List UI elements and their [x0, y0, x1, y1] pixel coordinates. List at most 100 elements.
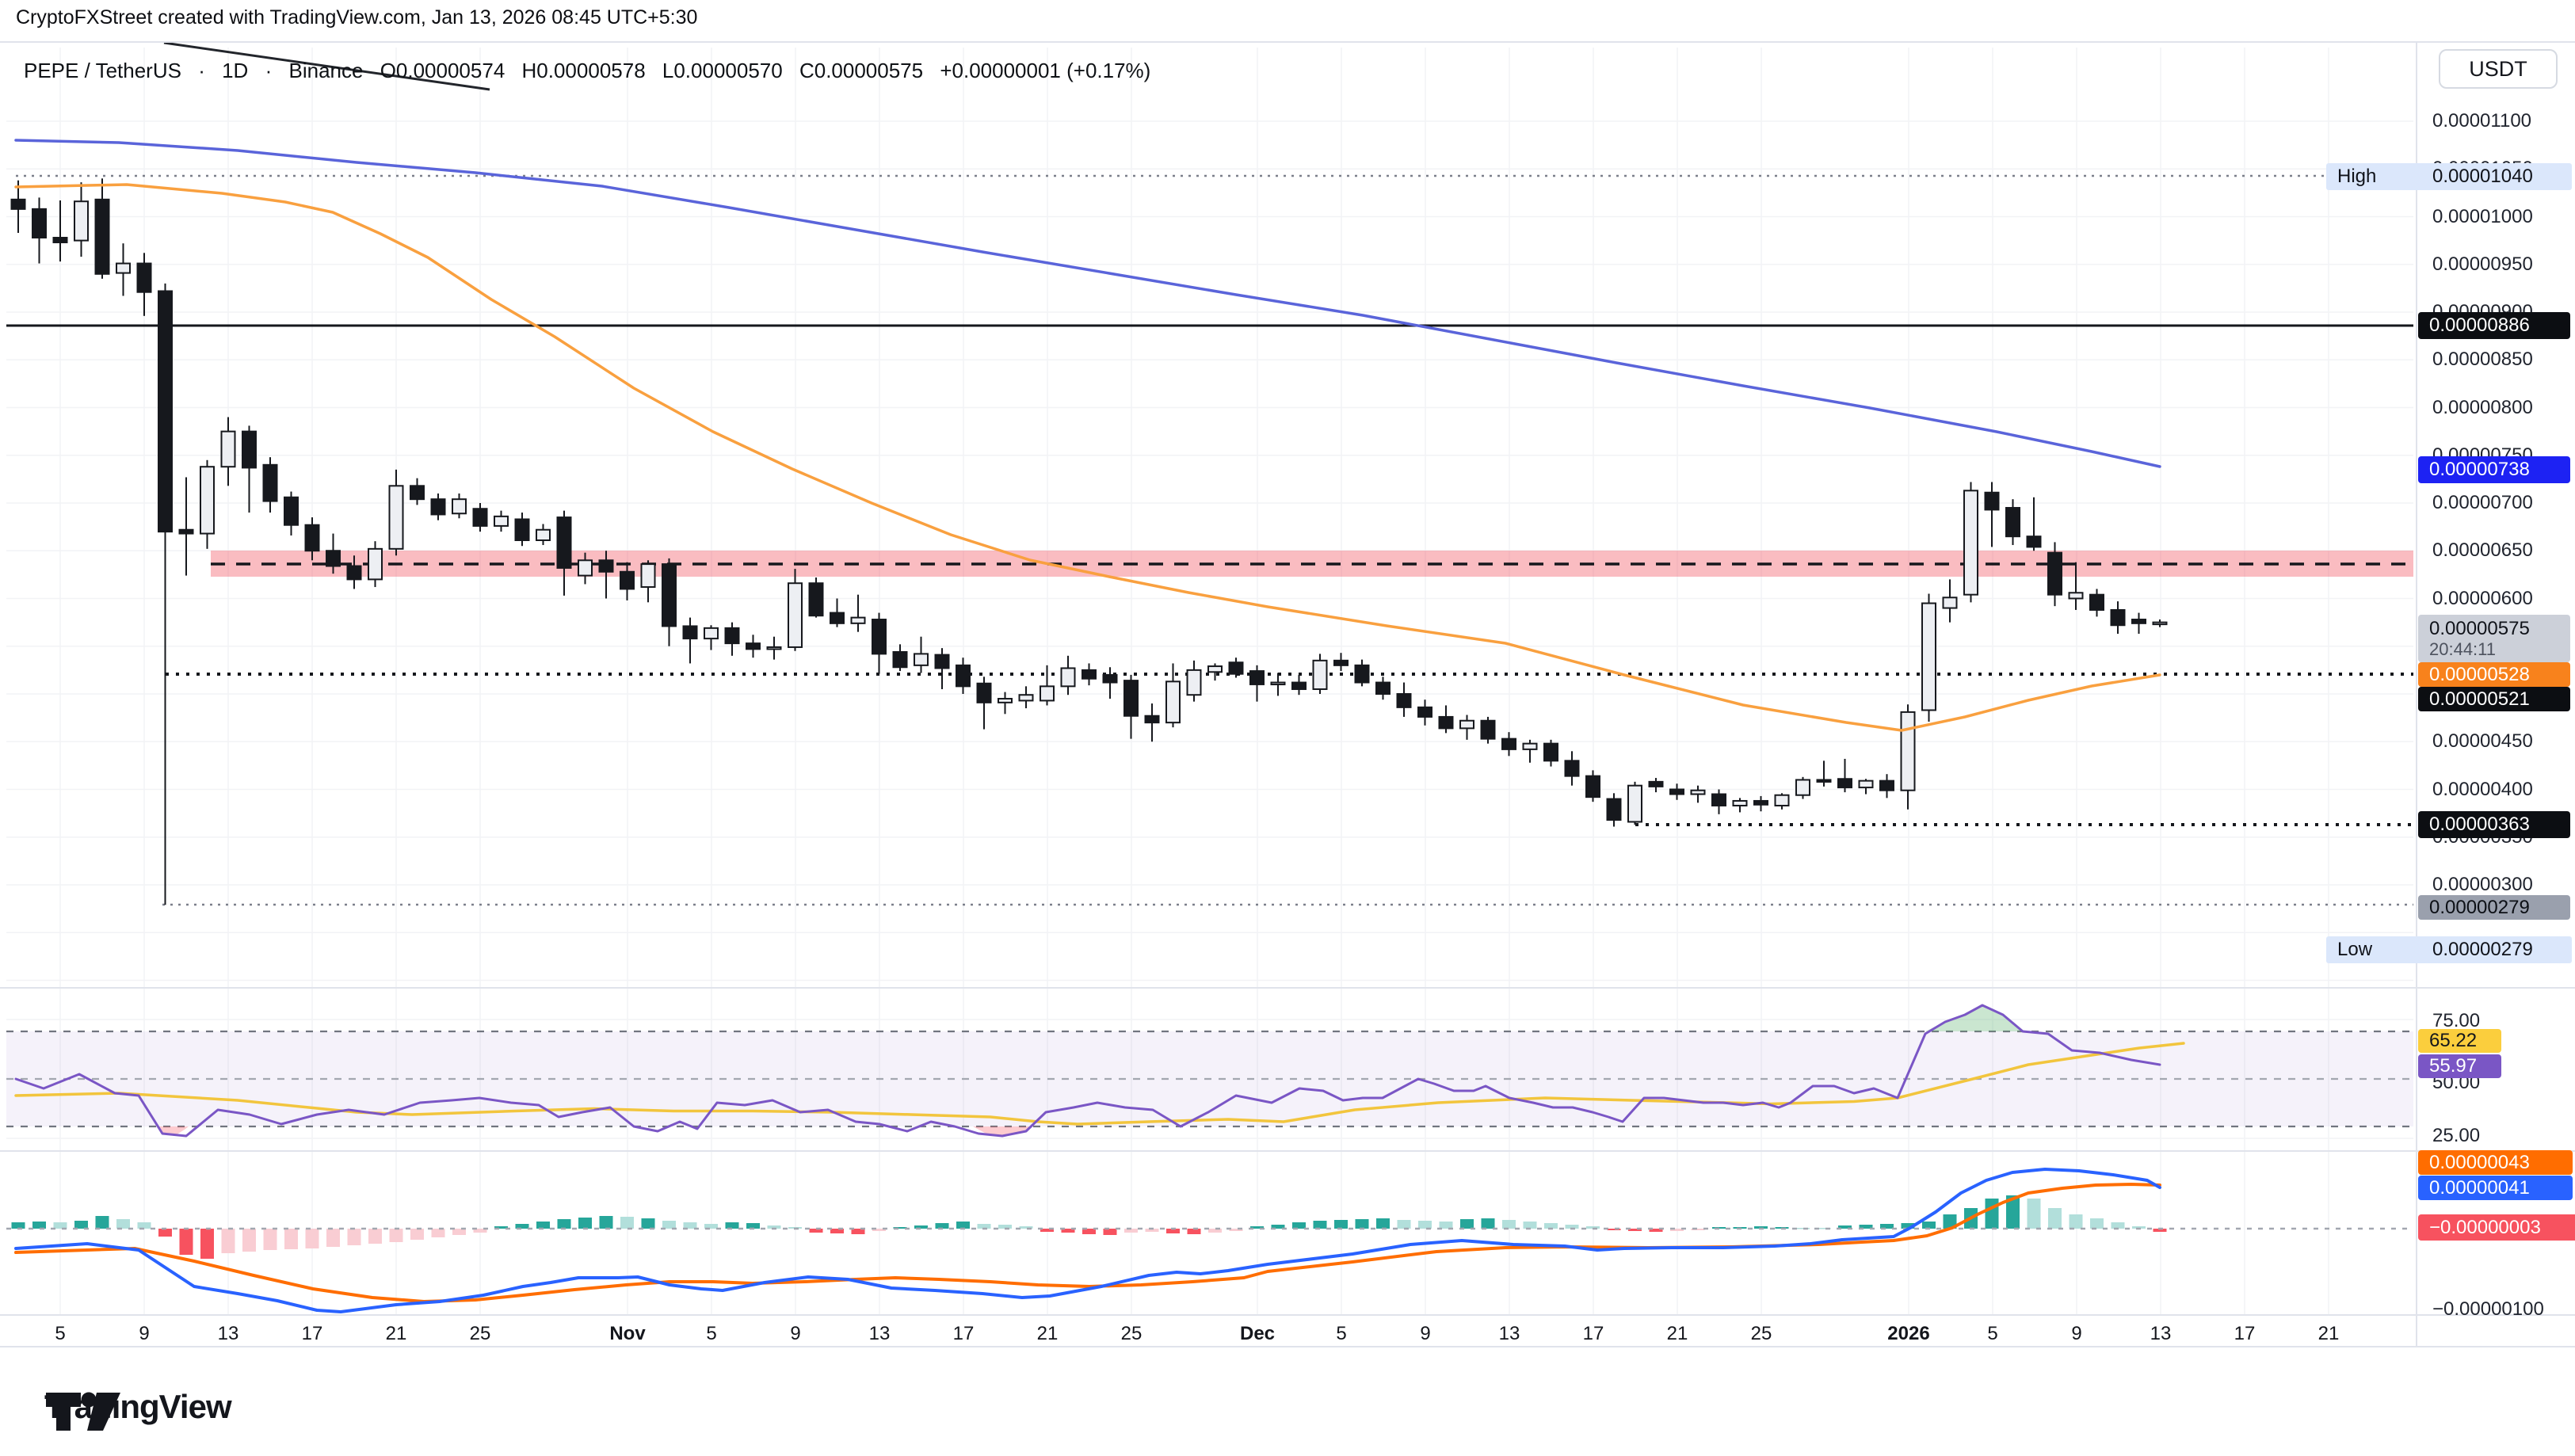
macd-histogram-bar	[2111, 1222, 2125, 1229]
time-axis-label: 21	[385, 1323, 407, 1344]
price-axis-label: 0.00000850	[2432, 349, 2533, 371]
candle-down	[514, 518, 530, 541]
macd-histogram-bar	[389, 1229, 403, 1242]
macd-histogram-bar	[1250, 1226, 1264, 1229]
time-axis-label: 13	[2150, 1323, 2172, 1344]
candle-up	[1186, 669, 1202, 696]
macd-histogram-bar	[1796, 1228, 1810, 1229]
macd-histogram-bar	[1838, 1225, 1852, 1229]
ohlc-change: +0.00000001 (+0.17%)	[940, 59, 1151, 82]
candle-down	[976, 682, 992, 703]
candle-up	[1207, 665, 1223, 673]
candle-down	[1375, 681, 1390, 695]
macd-histogram-bar	[578, 1218, 592, 1229]
ma-blue-line	[14, 139, 2161, 468]
interval-label[interactable]: 1D	[222, 59, 249, 82]
macd-histogram-bar	[1418, 1221, 1432, 1229]
macd-histogram-bar	[1880, 1224, 1894, 1229]
candle-down	[1606, 798, 1622, 821]
price-badge: High 0.00001040	[2326, 163, 2572, 190]
candle-up	[2068, 592, 2084, 600]
macd-histogram-bar	[1082, 1229, 1096, 1234]
candle-down	[1228, 661, 1244, 675]
price-badge: 0.00000575 20:44:11	[2418, 615, 2570, 662]
candle-down	[52, 237, 68, 244]
candle-down	[1879, 779, 1894, 791]
macd-histogram-bar	[515, 1224, 529, 1229]
rsi-oversold-fill	[156, 1126, 189, 1136]
macd-histogram-bar	[116, 1219, 130, 1229]
macd-histogram-bar	[1754, 1226, 1768, 1229]
rsi-overbought-fill	[1925, 1005, 2023, 1031]
candle-down	[956, 664, 971, 688]
time-axis-label: 25	[1750, 1323, 1772, 1344]
candle-down	[1711, 793, 1726, 806]
tradingview-logo[interactable]: TradingView	[44, 1388, 232, 1431]
macd-histogram-bar	[473, 1229, 487, 1233]
macd-axis-label: −0.00000100	[2432, 1298, 2544, 1320]
macd-histogram-bar	[1040, 1229, 1054, 1232]
candle-down	[1543, 742, 1558, 762]
candle-up	[640, 563, 656, 589]
candle-down	[1816, 779, 1832, 783]
candle-down	[1669, 788, 1684, 795]
rsi-axis-label: 75.00	[2432, 1010, 2481, 1031]
macd-histogram-bar	[326, 1229, 340, 1247]
candle-up	[766, 646, 782, 650]
candle-down	[304, 524, 320, 552]
candle-up	[850, 616, 866, 624]
macd-histogram-bar	[1523, 1222, 1537, 1229]
macd-histogram-bar	[599, 1216, 613, 1229]
time-axis-label: 9	[2071, 1323, 2082, 1344]
ohlc-high: H0.00000578	[521, 59, 646, 82]
macd-histogram-bar	[284, 1229, 298, 1249]
macd-histogram-bar	[1586, 1226, 1600, 1229]
time-axis-label: 9	[139, 1323, 150, 1344]
macd-histogram-bar	[557, 1219, 571, 1229]
macd-histogram-bar	[32, 1222, 46, 1229]
macd-histogram-bar	[1565, 1225, 1579, 1229]
candle-down	[326, 550, 341, 567]
candle-down	[178, 528, 194, 535]
macd-histogram-bar	[1649, 1229, 1663, 1232]
time-axis-label: 13	[1498, 1323, 1520, 1344]
attribution-header: CryptoFXStreet created with TradingView.…	[16, 6, 698, 29]
candle-down	[2110, 608, 2126, 627]
candle-down	[830, 612, 845, 624]
macd-histogram-bar	[893, 1227, 907, 1229]
candle-down	[2047, 551, 2062, 596]
macd-histogram-bar	[1334, 1220, 1348, 1229]
macd-histogram-bar	[1313, 1221, 1327, 1229]
price-badge: 55.97	[2418, 1054, 2501, 1078]
candle-down	[1984, 491, 2000, 511]
macd-histogram-bar	[536, 1222, 550, 1229]
macd-histogram-bar	[830, 1229, 844, 1233]
macd-histogram-bar	[1670, 1229, 1684, 1231]
candle-up	[536, 528, 551, 541]
macd-histogram-bar	[998, 1225, 1012, 1229]
macd-histogram-bar	[1943, 1214, 1957, 1229]
price-badge: 0.00000279	[2418, 895, 2570, 920]
candle-down	[1291, 681, 1307, 690]
macd-histogram-bar	[1460, 1219, 1474, 1229]
candle-down	[1480, 719, 1496, 740]
candle-down	[620, 570, 635, 590]
symbol-name[interactable]: PEPE / TetherUS	[24, 59, 181, 82]
macd-histogram-bar	[1922, 1222, 1936, 1229]
time-axis-label: 17	[2234, 1323, 2256, 1344]
macd-line	[14, 1168, 2161, 1313]
candle-up	[494, 515, 509, 527]
candle-up	[1459, 719, 1474, 730]
macd-histogram-bar	[641, 1218, 655, 1229]
candle-up	[1774, 794, 1790, 806]
last-price-value: 0.00000575	[2429, 617, 2530, 639]
candle-down	[1564, 760, 1580, 777]
candle-up	[1942, 597, 1958, 609]
candle-down	[682, 625, 698, 640]
macd-histogram-bar	[1691, 1229, 1705, 1230]
currency-toggle-button[interactable]: USDT	[2439, 49, 2558, 89]
time-axis-label: 9	[1420, 1323, 1431, 1344]
time-axis-label: 17	[301, 1323, 323, 1344]
trendline-drawing	[163, 41, 490, 91]
